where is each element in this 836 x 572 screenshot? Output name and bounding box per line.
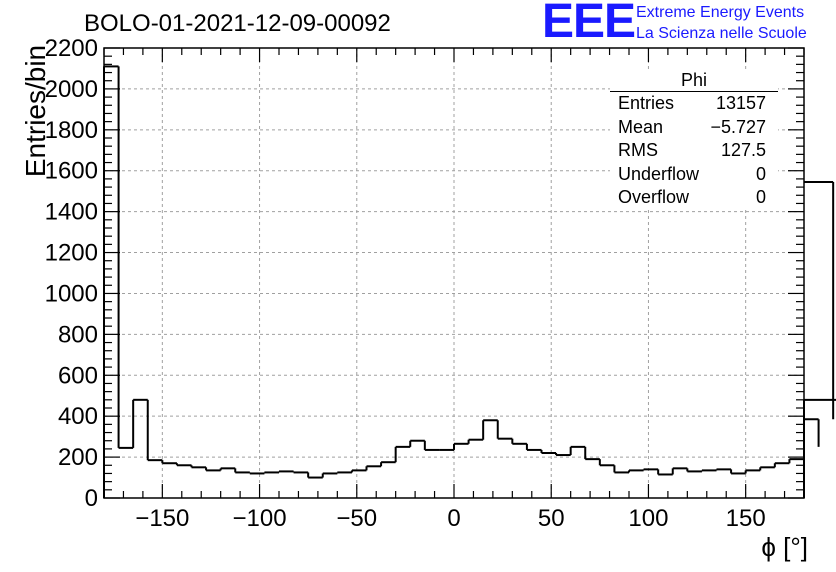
histogram-bin [278, 470, 294, 473]
histogram-bin [380, 461, 396, 467]
histogram-bin [773, 462, 790, 468]
histogram-bin [205, 467, 221, 472]
histogram-bin [700, 469, 717, 472]
histogram-bin [321, 472, 338, 478]
histogram-bin [394, 445, 411, 463]
histogram-bin [642, 468, 659, 471]
stats-box: Phi Entries 13157 Mean −5.727 RMS 127.5 … [610, 70, 778, 210]
y-tick-label: 600 [58, 362, 98, 389]
histogram-bin [248, 472, 265, 475]
histogram-bin [263, 471, 279, 474]
stat-label: Mean [618, 116, 664, 137]
axes: −150 −100 −50 0 50 100 150 0 200 400 600 800 1000 120… [45, 35, 805, 532]
stat-row-mean: Mean −5.727 [610, 116, 778, 140]
histogram-bin [555, 453, 571, 457]
y-tick-label: 1200 [45, 240, 98, 267]
stat-row-rms: RMS 127.5 [610, 139, 778, 163]
histogram-bin [307, 472, 323, 479]
histogram-bin [146, 399, 163, 462]
histogram-bin [496, 420, 513, 440]
histogram-bin [103, 65, 119, 498]
x-axis-label: ϕ [°] [761, 532, 808, 562]
histogram-bin [715, 468, 732, 471]
stat-value: 0 [755, 163, 766, 184]
histogram-bin [467, 438, 484, 444]
histogram-bin [423, 440, 440, 451]
histogram-bin [730, 469, 746, 475]
stat-label: Entries [618, 93, 675, 113]
histogram-bin [292, 471, 309, 474]
histogram-bin [175, 463, 192, 467]
stat-row-overflow: Overflow 0 [610, 186, 778, 210]
stats-title: Phi [610, 70, 778, 92]
histogram-bin [759, 466, 775, 471]
y-tick-label: 400 [58, 403, 98, 430]
histogram-bin [628, 469, 644, 473]
eee-logo-mark: EEE [542, 0, 636, 48]
logo-line-2: La Scienza nelle Scuole [636, 25, 807, 42]
histogram-bin [686, 468, 702, 473]
x-tick-label: 0 [447, 505, 460, 532]
histogram-bin [657, 469, 673, 476]
stat-value: −5.727 [710, 116, 766, 137]
y-tick-label: 0 [85, 485, 98, 512]
plot-title: BOLO-01-2021-12-09-00092 [84, 10, 391, 37]
histogram-bin [190, 465, 207, 469]
y-tick-label: 2200 [45, 35, 98, 62]
histogram-bin [584, 446, 600, 461]
histogram-bin [598, 459, 615, 467]
stat-value: 13157 [715, 93, 766, 113]
histogram-bin [365, 465, 382, 471]
histogram-bin [525, 443, 542, 451]
x-tick-label: −50 [336, 505, 377, 532]
x-tick-label: −100 [233, 505, 287, 532]
histogram-bin [569, 445, 586, 456]
histogram-bin [804, 418, 820, 447]
histogram-bin [409, 439, 425, 447]
histogram-bin [453, 442, 469, 450]
stat-value: 0 [755, 187, 766, 207]
logo-line-1: Extreme Energy Events [636, 4, 805, 21]
y-tick-label: 1600 [45, 158, 98, 185]
histogram-bin [482, 419, 498, 440]
y-tick-label: 1800 [45, 117, 98, 144]
y-tick-label: 1000 [45, 280, 98, 307]
histogram-bin [234, 468, 250, 474]
x-tick-label: 150 [726, 505, 766, 532]
histogram-bin [613, 465, 629, 474]
histogram-bin [219, 467, 236, 471]
histogram-bin [350, 469, 367, 473]
histogram-bin [744, 469, 761, 474]
y-tick-label: 200 [58, 444, 98, 471]
stat-label: Underflow [618, 163, 700, 184]
histogram-bin [132, 398, 148, 448]
stat-row-entries: Entries 13157 [610, 92, 778, 116]
stat-row-underflow: Underflow 0 [610, 163, 778, 187]
y-tick-label: 2000 [45, 76, 98, 103]
x-tick-label: 100 [628, 505, 668, 532]
x-tick-label: −150 [135, 505, 189, 532]
histogram-bin [804, 180, 835, 420]
y-tick-label: 800 [58, 321, 98, 348]
histogram-bin [671, 467, 688, 475]
histogram-bin [804, 398, 836, 401]
y-tick-label: 1400 [45, 199, 98, 226]
stat-value: 127.5 [720, 140, 766, 160]
stat-label: RMS [618, 140, 658, 160]
stat-label: Overflow [618, 187, 690, 207]
histogram-bin [540, 449, 557, 454]
y-axis-label: Entries/bin [20, 44, 51, 178]
histogram-bin [511, 438, 527, 445]
x-tick-label: 50 [538, 505, 565, 532]
histogram-bin [788, 458, 804, 464]
histogram-bin [336, 471, 352, 474]
histogram-bin [117, 66, 134, 449]
histogram-bin [161, 460, 177, 465]
